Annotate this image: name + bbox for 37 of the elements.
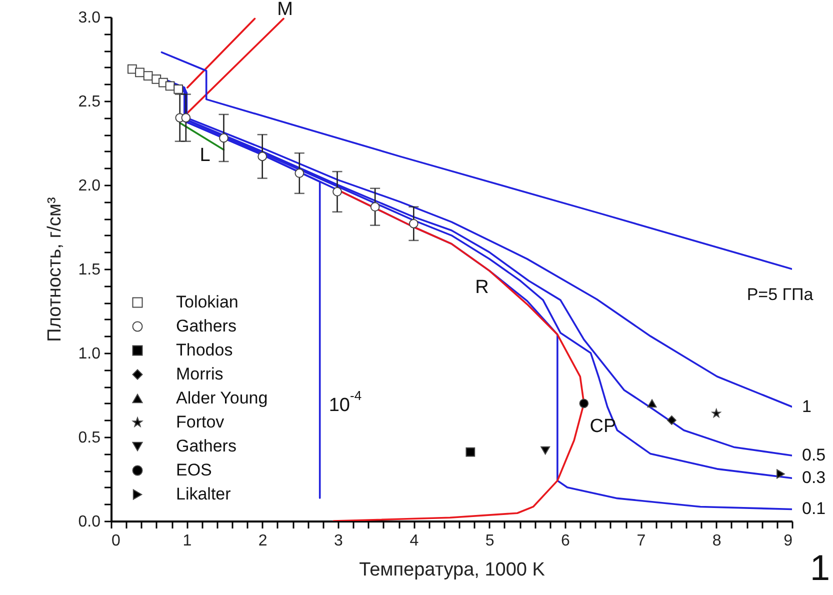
x-tick-label: 5	[485, 532, 494, 550]
series-label: 0.1	[802, 499, 826, 518]
y-tick-label: 1.5	[78, 262, 101, 278]
y-tick-label: 0.0	[78, 514, 101, 530]
series-label: 0.3	[802, 468, 826, 488]
x-tick-label: 1	[182, 532, 192, 550]
annotation: R	[475, 277, 489, 298]
series-label: 0.5	[802, 445, 826, 464]
x-tick-label: 3	[334, 532, 344, 550]
x-tick-label: 2	[258, 532, 268, 550]
y-axis-title: Плотность, г/см³	[44, 197, 66, 342]
legend-label: Alder Young	[176, 388, 268, 408]
x-tick-label: 6	[561, 532, 570, 550]
legend-label: Likalter	[176, 484, 232, 504]
legend-label: EOS	[176, 460, 212, 480]
y-tick-label: 1.0	[78, 346, 101, 362]
legend-label: Gathers	[176, 316, 236, 336]
x-tick-label: 8	[712, 532, 722, 550]
annotation: P=5 ГПа	[746, 285, 814, 304]
x-tick-label: 9	[784, 532, 793, 550]
annotation: CP	[590, 416, 616, 437]
legend-label: Gathers	[176, 436, 236, 456]
x-axis-title: Температура, 1000 K	[359, 560, 546, 580]
y-tick-label: 2.0	[78, 178, 101, 194]
y-tick-label: 2.5	[78, 94, 101, 110]
legend-label: Tolokian	[176, 292, 238, 312]
legend-label: Fortov	[176, 412, 225, 432]
series-label: 1	[802, 396, 812, 416]
x-tick-label: 0	[112, 532, 120, 550]
legend-label: Thodos	[176, 340, 233, 360]
x-tick-label: 4	[410, 532, 419, 550]
legend-label: Morris	[176, 364, 224, 384]
y-tick-label: 0.5	[78, 430, 101, 446]
x-tick-label: 7	[636, 532, 646, 550]
annotation: M	[277, 0, 293, 20]
y-tick-label: 3.0	[78, 10, 101, 26]
annotation: L	[200, 145, 210, 166]
